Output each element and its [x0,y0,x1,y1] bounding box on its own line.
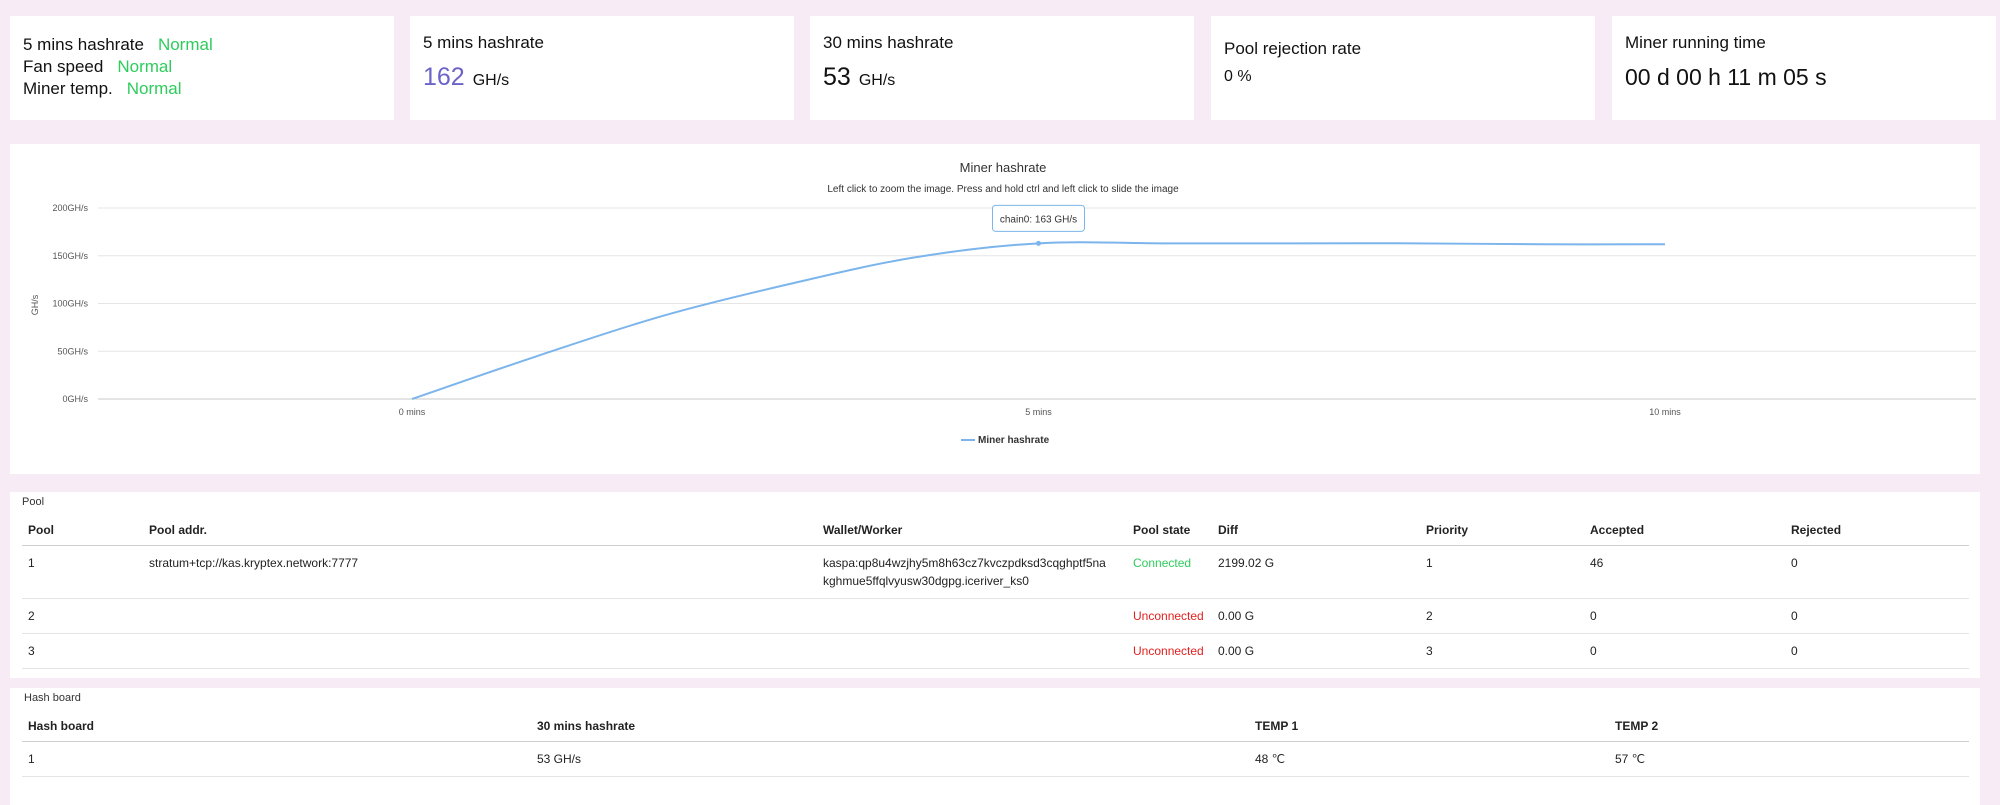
status-card: 5 mins hashrate Normal Fan speed Normal Mi… [10,16,394,120]
hashrate-chart[interactable]: Miner hashrate Left click to zoom the im… [10,144,1980,474]
x-tick-label: 5 mins [1025,407,1052,417]
hashrate-chart-card: Miner hashrate Left click to zoom the im… [10,144,1980,474]
pool-card: Pool Pool Pool addr. Wallet/Worker Pool … [10,492,1980,678]
pool-addr [143,598,817,634]
pool-header-state: Pool state [1127,514,1212,546]
pool-accepted: 46 [1584,545,1785,599]
pool-wallet: kaspa:qp8u4wzjhy5m8h63cz7kvczpdksd3cqghp… [817,545,1127,599]
pool-header-accepted: Accepted [1584,514,1785,546]
pool-id: 1 [22,545,143,599]
status-label: 5 mins hashrate [23,35,144,54]
status-label: Miner temp. [23,79,113,98]
status-value: Normal [117,57,173,76]
status-value: Normal [157,35,213,54]
pool-header-row: Pool Pool addr. Wallet/Worker Pool state… [22,514,1969,546]
pool-id: 2 [22,598,143,634]
status-value: Normal [126,79,182,98]
pool-addr: stratum+tcp://kas.kryptex.network:7777 [143,545,817,599]
hashboard-header-temp1: TEMP 1 [1249,710,1609,742]
y-tick-label: 150GH/s [52,251,88,261]
y-tick-label: 0GH/s [62,394,88,404]
card-title: Pool rejection rate [1224,39,1362,58]
pool-wallet [817,598,1127,634]
legend-label: Miner hashrate [978,435,1050,446]
rejection-card: Pool rejection rate 0 % [1211,16,1595,120]
pool-priority: 1 [1420,545,1584,599]
hashboard-temp2: 57 ℃ [1609,741,1969,777]
hashboard-temp1: 48 ℃ [1249,741,1609,777]
hashrate-30m-value: 53 [823,63,851,91]
y-tick-label: 200GH/s [52,203,88,213]
pool-accepted: 0 [1584,598,1785,634]
pool-rejected: 0 [1785,545,1969,599]
chart-title: Miner hashrate [960,160,1047,175]
pool-header-rejected: Rejected [1785,514,1969,546]
pool-diff: 2199.02 G [1212,545,1420,599]
y-tick-label: 50GH/s [57,346,88,356]
chart-subtitle: Left click to zoom the image. Press and … [827,184,1179,195]
card-title: 5 mins hashrate [423,33,544,52]
pool-header-priority: Priority [1420,514,1584,546]
card-title: 30 mins hashrate [823,33,954,52]
series-line[interactable] [411,241,1666,400]
pool-id: 3 [22,633,143,669]
chart-legend[interactable]: Miner hashrate [961,435,1050,446]
card-value: 162 GH/s [423,63,509,92]
hashboard-header-row: Hash board 30 mins hashrate TEMP 1 TEMP … [22,710,1969,742]
wallet-line: kghmue5ffqlvyusw30dgpg.iceriver_ks0 [823,574,1029,588]
pool-state: Connected [1127,545,1212,599]
status-label: Fan speed [23,57,104,76]
hashrate-unit: GH/s [858,72,896,89]
hashboard-id: 1 [22,741,531,777]
pool-wallet [817,633,1127,669]
running-time-card: Miner running time 00 d 00 h 11 m 05 s [1612,16,1996,120]
pool-accepted: 0 [1584,633,1785,669]
card-value: 53 GH/s [823,63,895,92]
status-row-temp: Miner temp. Normal [23,79,182,99]
pool-diff: 0.00 G [1212,598,1420,634]
running-time-value: 00 d 00 h 11 m 05 s [1625,64,1827,90]
pool-header-diff: Diff [1212,514,1420,546]
hashboard-card: Hash board Hash board 30 mins hashrate T… [10,688,1980,805]
table-row: 3 Unconnected 0.00 G 3 0 0 [22,633,1969,669]
hashboard-header-hashrate: 30 mins hashrate [531,710,1249,742]
hashboard-hashrate: 53 GH/s [531,741,1249,777]
pool-header-wallet: Wallet/Worker [817,514,1127,546]
pool-diff: 0.00 G [1212,633,1420,669]
hashboard-table: Hash board 30 mins hashrate TEMP 1 TEMP … [22,710,1969,777]
tooltip-label: chain0: 163 GH/s [1000,214,1077,225]
pool-addr [143,633,817,669]
hashrate-30m-card: 30 mins hashrate 53 GH/s [810,16,1194,120]
pool-state: Unconnected [1127,598,1212,634]
wallet-line: kaspa:qp8u4wzjhy5m8h63cz7kvczpdksd3cqghp… [823,556,1106,570]
pool-rejected: 0 [1785,598,1969,634]
x-tick-label: 10 mins [1649,407,1681,417]
hashrate-5m-value: 162 [423,63,465,91]
hashboard-header-board: Hash board [22,710,531,742]
pool-state: Unconnected [1127,633,1212,669]
hashboard-section-label: Hash board [24,692,81,704]
x-tick-label: 0 mins [399,407,426,417]
hashrate-5m-card: 5 mins hashrate 162 GH/s [410,16,794,120]
rejection-value: 0 % [1224,68,1252,85]
table-row: 1 stratum+tcp://kas.kryptex.network:7777… [22,545,1969,599]
hashrate-unit: GH/s [472,72,510,89]
y-tick-label: 100GH/s [52,299,88,309]
pool-section-label: Pool [22,496,45,508]
status-row-hashrate: 5 mins hashrate Normal [23,35,213,55]
pool-priority: 3 [1420,633,1584,669]
pool-rejected: 0 [1785,633,1969,669]
y-axis-title: GH/s [30,294,40,315]
status-row-fan: Fan speed Normal [23,57,172,77]
card-title: Miner running time [1625,33,1766,52]
pool-priority: 2 [1420,598,1584,634]
series-point[interactable] [1036,240,1041,246]
table-row: 2 Unconnected 0.00 G 2 0 0 [22,598,1969,634]
chart-tooltip [992,204,1085,232]
table-row: 1 53 GH/s 48 ℃ 57 ℃ [22,741,1969,777]
pool-table: Pool Pool addr. Wallet/Worker Pool state… [22,514,1969,669]
hashboard-header-temp2: TEMP 2 [1609,710,1969,742]
pool-header-pool: Pool [22,514,143,546]
pool-header-addr: Pool addr. [143,514,817,546]
